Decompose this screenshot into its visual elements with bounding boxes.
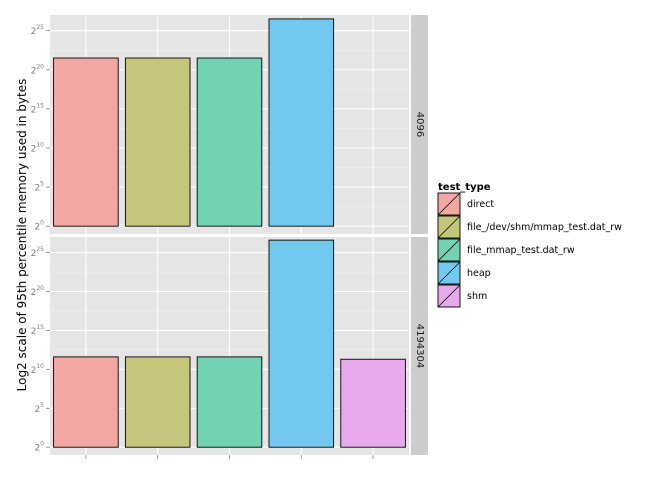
legend-key-slash (437, 284, 461, 308)
legend-entry: shm (437, 284, 487, 308)
y-tick-label: 220 (31, 63, 45, 76)
legend-label: file_/dev/shm/mmap_test.dat_rw (467, 222, 622, 233)
y-tick-label: 215 (31, 324, 45, 337)
y-tick-label: 20 (34, 441, 44, 454)
legend-entry: file_/dev/shm/mmap_test.dat_rw (437, 215, 622, 239)
y-tick-label: 210 (31, 363, 45, 376)
legend-entry: file_mmap_test.dat_rw (437, 238, 575, 262)
y-tick-label: 25 (34, 402, 44, 415)
legend-entry: direct (437, 192, 494, 216)
legend-label: heap (467, 268, 491, 279)
y-tick-label: 25 (34, 181, 44, 194)
panel-4096: 20 25 210 215 220 225 4096 (31, 15, 428, 234)
bar-heap (268, 18, 335, 227)
legend-key-slash (437, 192, 461, 216)
legend-label: file_mmap_test.dat_rw (467, 245, 575, 256)
y-tick-label: 215 (31, 102, 45, 115)
legend-title: test_type (438, 182, 491, 193)
y-tick-label: 220 (31, 285, 45, 298)
facet-strip (411, 237, 428, 455)
y-tick-label: 210 (31, 141, 45, 154)
panel-4194304: 20 25 210 215 220 225 4194304 (31, 237, 428, 455)
y-axis-title: Log2 scale of 95th percentile memory use… (15, 79, 29, 392)
bar-file_mmap_test.dat_rw (196, 57, 263, 227)
y-tick-label: 20 (34, 220, 44, 233)
legend-label: direct (467, 199, 494, 210)
bar-file_mmap_test.dat_rw (196, 356, 263, 448)
y-tick-label: 225 (31, 24, 45, 37)
facet-strip-label: 4096 (414, 112, 425, 137)
legend-entry: heap (437, 261, 491, 285)
bar-file_/dev/shm/mmap_test.dat_rw (124, 57, 191, 227)
legend-key-slash (437, 261, 461, 285)
facet-strip (411, 15, 428, 234)
y-tick-label: 225 (31, 246, 45, 259)
legend-key-slash (437, 215, 461, 239)
bar-direct (53, 57, 119, 227)
bar-file_/dev/shm/mmap_test.dat_rw (124, 356, 191, 448)
legend-label: shm (467, 291, 487, 302)
bar-heap (268, 239, 335, 448)
facet-strip-label: 4194304 (414, 324, 425, 369)
bar-direct (53, 356, 119, 448)
bar-shm (340, 358, 406, 448)
legend-key-slash (437, 238, 461, 262)
